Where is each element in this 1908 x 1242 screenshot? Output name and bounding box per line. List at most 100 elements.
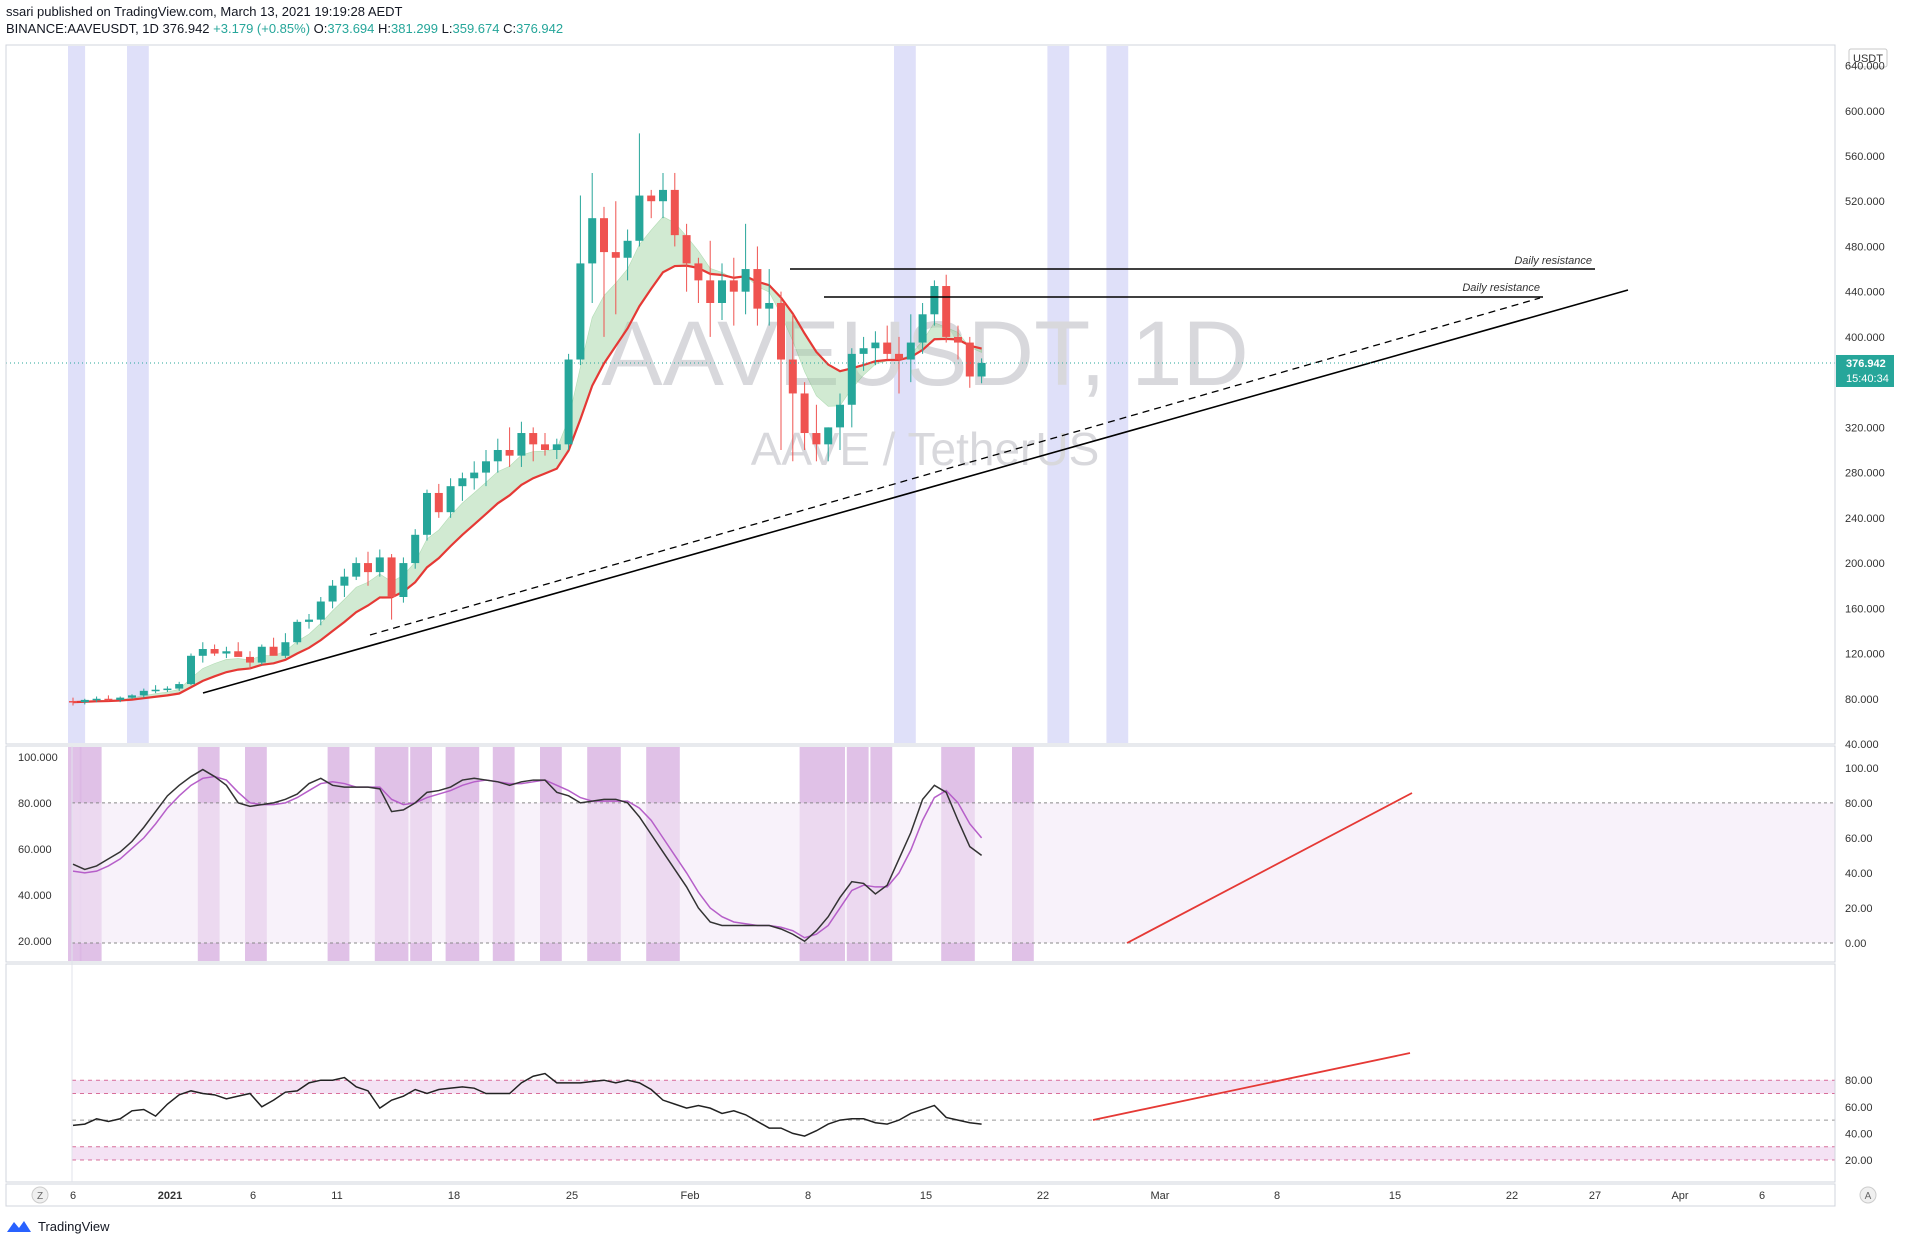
candle-body (623, 240, 632, 258)
candle-body (92, 698, 101, 701)
time-tick-label: Mar (1151, 1190, 1170, 1202)
candle-body (411, 534, 420, 564)
stoch-left-tick: 20.000 (18, 936, 52, 948)
candle-body (517, 433, 526, 456)
candle-body (151, 689, 160, 692)
candle-body (257, 646, 266, 663)
candle-body (163, 688, 172, 691)
candle-body (305, 619, 313, 622)
candle-body (611, 252, 620, 258)
candle-body (895, 353, 903, 360)
candle-body (210, 649, 219, 654)
candle-body (777, 302, 785, 360)
symbol-name: BINANCE:AAVEUSDT, 1D (6, 21, 159, 36)
candle-body (364, 563, 372, 573)
price-tick-label: 560.000 (1845, 151, 1885, 163)
candle-body (552, 444, 561, 450)
rsi-lower-band (72, 1146, 1835, 1160)
candle-body (635, 195, 644, 241)
candle-body (423, 492, 431, 535)
candle-body (765, 302, 774, 309)
candle-body (80, 699, 89, 703)
candle-body (198, 649, 207, 656)
time-tick-label: 18 (448, 1190, 460, 1202)
candle-body (434, 492, 443, 513)
candle-body (871, 342, 880, 349)
time-tick-label: 6 (250, 1190, 256, 1202)
candle-body (954, 336, 962, 343)
candle-body (139, 690, 148, 696)
price-tick-label: 320.000 (1845, 422, 1885, 434)
open-label: O: (313, 21, 328, 36)
main-pane-frame (5, 44, 1836, 745)
candle-body (824, 427, 833, 445)
candle-body (859, 348, 868, 354)
candle-body (328, 585, 337, 602)
stoch-k-line (72, 768, 983, 943)
time-tick-label: 15 (1389, 1190, 1401, 1202)
price-tick-label: 440.000 (1845, 287, 1885, 299)
last-price: 376.942 (162, 21, 210, 36)
candle-body (446, 486, 455, 513)
candle-body (753, 269, 762, 309)
candle-body (564, 359, 573, 445)
signal-highlight-blue (1106, 46, 1129, 743)
rsi-right-tick: 40.00 (1845, 1128, 1873, 1140)
rsi-right-tick: 60.00 (1845, 1102, 1873, 1114)
stoch-pane-frame (5, 745, 1836, 963)
candle-body (352, 563, 361, 577)
candle-body (482, 461, 490, 473)
candle-body (694, 263, 703, 281)
countdown-label: 15:40:34 (1846, 373, 1889, 385)
low-value: 359.674 (452, 21, 500, 36)
price-tick-label: 160.000 (1845, 603, 1885, 615)
stoch-band (72, 802, 1835, 943)
zoom-button-label: Z (37, 1191, 43, 1202)
price-tick-label: 80.000 (1845, 694, 1879, 706)
time-tick-label: 25 (566, 1190, 578, 1202)
candle-body (847, 353, 856, 405)
auto-scale-button (1859, 1186, 1877, 1204)
candle-body (246, 656, 254, 663)
open-value: 373.694 (327, 21, 375, 36)
resistance-label-upper: Daily resistance (1514, 255, 1592, 267)
price-tick-label: 240.000 (1845, 513, 1885, 525)
trendline-support (202, 289, 1629, 694)
candle-body (729, 280, 738, 292)
candle-body (234, 651, 243, 657)
rsi-trendline (1092, 1052, 1411, 1121)
zoom-button (31, 1186, 49, 1204)
candle-body (576, 263, 585, 360)
watermark-description: AAVE / TetherUS (751, 423, 1100, 475)
time-tick-label: Apr (1671, 1190, 1688, 1202)
time-tick-label: 27 (1589, 1190, 1601, 1202)
rsi-line (72, 1072, 982, 1137)
candle-body (883, 342, 892, 354)
stoch-left-tick: 40.000 (18, 890, 52, 902)
ema-line (72, 264, 982, 704)
price-tick-label: 480.000 (1845, 241, 1885, 253)
signal-highlight-blue (1047, 46, 1070, 743)
last-price-badge (1836, 354, 1894, 387)
stoch-right-tick: 100.00 (1845, 763, 1879, 775)
candle-body (116, 697, 125, 700)
candle-body (375, 557, 384, 573)
candle-body (458, 478, 467, 487)
time-tick-label: 6 (1759, 1190, 1765, 1202)
candle-body (340, 576, 349, 586)
candle-body (505, 449, 514, 456)
currency-badge (1848, 48, 1888, 68)
candle-body (588, 218, 597, 264)
stoch-right-tick: 0.00 (1845, 938, 1866, 950)
high-label: H: (378, 21, 392, 36)
publish-info: ssari published on TradingView.com, Marc… (6, 4, 403, 19)
candle-body (706, 280, 715, 303)
rsi-pane-frame (5, 963, 1836, 1183)
candle-body (187, 655, 195, 685)
trendline-dashed (369, 297, 1541, 636)
time-tick-label: 2021 (158, 1190, 182, 1202)
candle-body (812, 433, 821, 445)
last-price-label: 376.942 (1846, 358, 1886, 370)
rsi-right-tick: 20.00 (1845, 1155, 1873, 1167)
